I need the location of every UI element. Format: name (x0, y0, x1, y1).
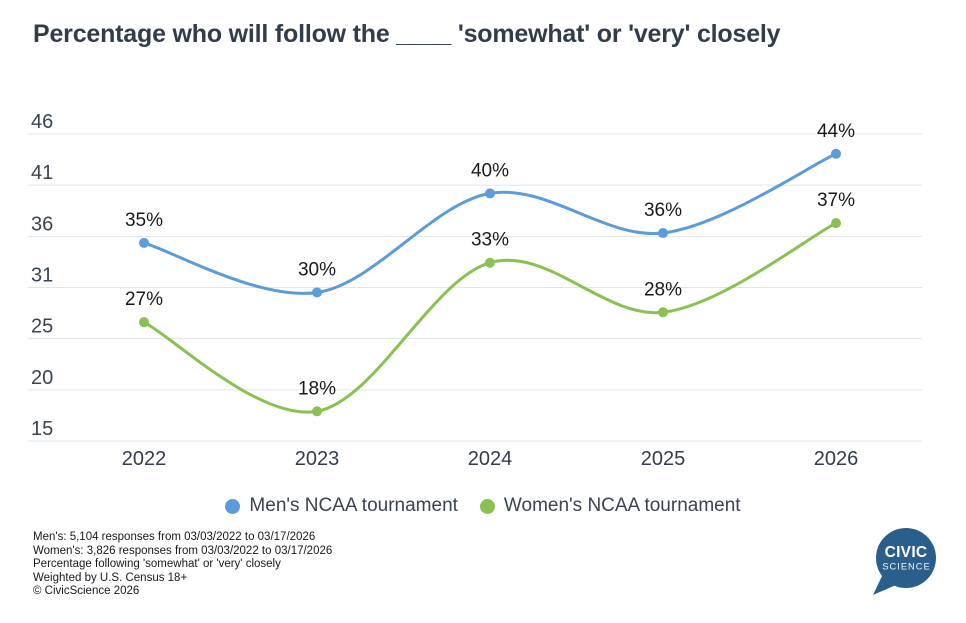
legend-marker-mens-icon (225, 498, 241, 514)
logo-bubble-icon (876, 528, 936, 588)
legend-item-womens: Women's NCAA tournament (479, 495, 741, 517)
chart-legend: Men's NCAA tournament Women's NCAA tourn… (0, 495, 966, 517)
data-point-label: 37% (817, 190, 855, 211)
x-axis-label: 2024 (468, 448, 513, 470)
data-point-marker (658, 307, 668, 318)
x-axis-label: 2022 (122, 448, 167, 470)
x-axis-label: 2023 (295, 448, 340, 470)
data-point-marker (485, 188, 495, 199)
x-axis-label: 2025 (641, 448, 686, 470)
footnote-mens-responses: Men's: 5,104 responses from 03/03/2022 t… (33, 531, 316, 543)
logo-text-top: CIVIC (885, 544, 928, 561)
data-point-marker (658, 228, 668, 239)
data-point-marker (831, 148, 841, 159)
logo-text-bottom: SCIENCE (882, 562, 930, 572)
legend-label-mens: Men's NCAA tournament (249, 495, 458, 516)
line-chart-canvas: 46 41 36 31 25 20 15 2022 2023 2024 2025 2026 35% 30%… (28, 111, 922, 470)
y-axis-tick-label: 31 (31, 265, 53, 287)
series-line-1 (142, 221, 838, 414)
y-axis-tick-label: 46 (31, 111, 53, 133)
footnote-womens-responses: Women's: 3,826 responses from 03/03/2022… (33, 544, 333, 557)
chart-title: Percentage who will follow the ____ 'som… (33, 20, 781, 48)
data-point-marker (139, 317, 149, 328)
data-point-label: 33% (471, 230, 509, 251)
data-point-label: 18% (298, 378, 336, 399)
data-point-label: 28% (644, 279, 682, 300)
data-point-marker (312, 287, 322, 298)
footnotes: Men's: 5,104 responses from 03/03/2022 t… (33, 531, 332, 599)
data-point-marker (139, 237, 149, 248)
y-axis-tick-label: 41 (31, 162, 53, 184)
footnote-question: Percentage following 'somewhat' or 'very… (33, 558, 281, 571)
logo-bubble-tail-icon (873, 576, 896, 595)
data-point-label: 40% (471, 160, 509, 181)
data-point-label: 44% (817, 121, 855, 142)
footnote-copyright: © CivicScience 2026 (33, 585, 140, 598)
data-point-label: 36% (644, 200, 682, 221)
legend-item-mens: Men's NCAA tournament (225, 495, 458, 517)
data-point-marker (485, 257, 495, 268)
x-axis-label: 2026 (814, 448, 859, 470)
civicscience-logo: CIVIC SCIENCE (873, 528, 936, 595)
footnote-weighting: Weighted by U.S. Census 18+ (33, 571, 188, 584)
y-axis-tick-label: 15 (31, 418, 53, 440)
y-axis-tick-label: 25 (31, 316, 53, 338)
legend-label-womens: Women's NCAA tournament (503, 495, 741, 516)
data-point-label: 35% (125, 210, 163, 231)
legend-marker-womens-icon (479, 498, 495, 514)
data-point-marker (312, 406, 322, 417)
y-axis-tick-label: 20 (31, 367, 53, 389)
data-point-label: 30% (298, 259, 336, 280)
y-axis-tick-label: 36 (31, 213, 53, 235)
data-point-marker (831, 218, 841, 229)
data-point-label: 27% (125, 289, 163, 310)
